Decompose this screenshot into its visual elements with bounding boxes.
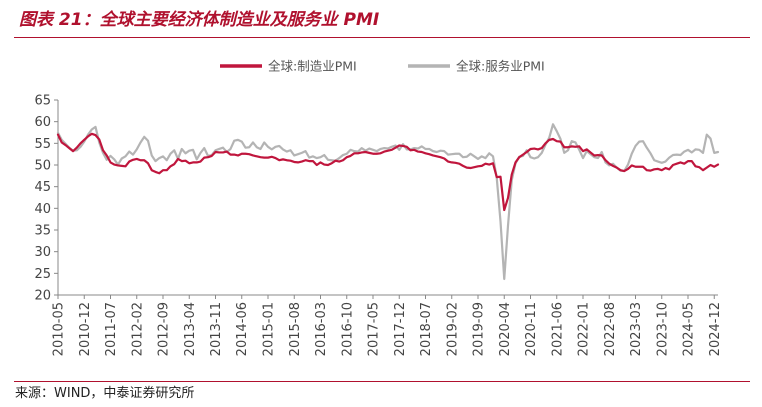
- x-tick-label: 2010-12: [78, 302, 93, 356]
- x-tick-label: 2013-04: [183, 302, 198, 356]
- y-tick-label: 25: [34, 267, 51, 282]
- x-tick-label: 2012-09: [157, 302, 172, 356]
- x-tick-label: 2015-01: [262, 302, 277, 356]
- chart-title: 图表 21：全球主要经济体制造业及服务业 PMI: [19, 10, 380, 30]
- x-tick-label: 2019-02: [445, 302, 460, 356]
- y-tick-label: 40: [34, 202, 51, 217]
- x-tick-label: 2016-10: [340, 302, 355, 356]
- x-tick-label: 2018-07: [419, 302, 434, 356]
- x-tick-label: 2019-09: [472, 302, 487, 356]
- x-tick-label: 2016-03: [314, 302, 329, 356]
- x-tick-label: 2022-08: [603, 302, 618, 356]
- y-tick-label: 50: [34, 159, 51, 174]
- y-tick-label: 65: [34, 94, 51, 109]
- source-note: 来源：WIND，中泰证券研究所: [15, 386, 195, 401]
- x-tick-label: 2024-12: [708, 302, 723, 356]
- y-tick-label: 45: [34, 180, 51, 195]
- legend-manufacturing-label: 全球:制造业PMI: [268, 59, 357, 74]
- series-layer: [56, 123, 720, 281]
- x-tick-label: 2023-03: [629, 302, 644, 356]
- y-tick-label: 30: [34, 245, 51, 260]
- x-tick-label: 2020-11: [524, 302, 539, 356]
- x-tick-label: 2023-10: [655, 302, 670, 356]
- x-tick-label: 2013-11: [209, 302, 224, 356]
- x-tick-label: 2022-01: [577, 302, 592, 356]
- manufacturing-pmi-line: [56, 132, 720, 212]
- x-tick-label: 2011-07: [104, 302, 119, 356]
- title-divider: [14, 37, 750, 38]
- x-tick-label: 2021-06: [550, 302, 565, 356]
- x-tick-label: 2017-12: [393, 302, 408, 356]
- y-tick-label: 55: [34, 137, 51, 152]
- legend-services-label: 全球:服务业PMI: [456, 59, 545, 74]
- x-tick-label: 2012-02: [130, 302, 145, 356]
- x-tick-label: 2020-04: [498, 302, 513, 356]
- x-axis: 2010-05 2010-12 2011-07 2012-02 2012-09 2013-…: [52, 294, 723, 356]
- footer-divider: [14, 381, 750, 382]
- pmi-line-chart: 20 25 30 35 40 45 50 55 60 65 2010-05 2010-12 2011-…: [34, 59, 723, 357]
- x-tick-label: 2014-06: [235, 302, 250, 356]
- x-tick-label: 2015-08: [288, 302, 303, 356]
- y-tick-label: 20: [34, 289, 51, 304]
- legend: 全球:制造业PMI 全球:服务业PMI: [220, 59, 545, 74]
- x-tick-label: 2010-05: [52, 302, 67, 356]
- y-tick-label: 35: [34, 224, 51, 239]
- services-pmi-line: [56, 123, 720, 281]
- x-tick-label: 2017-05: [367, 302, 382, 356]
- x-tick-label: 2024-05: [682, 302, 697, 356]
- y-axis: 20 25 30 35 40 45 50 55 60 65: [34, 94, 59, 304]
- y-tick-label: 60: [34, 115, 51, 130]
